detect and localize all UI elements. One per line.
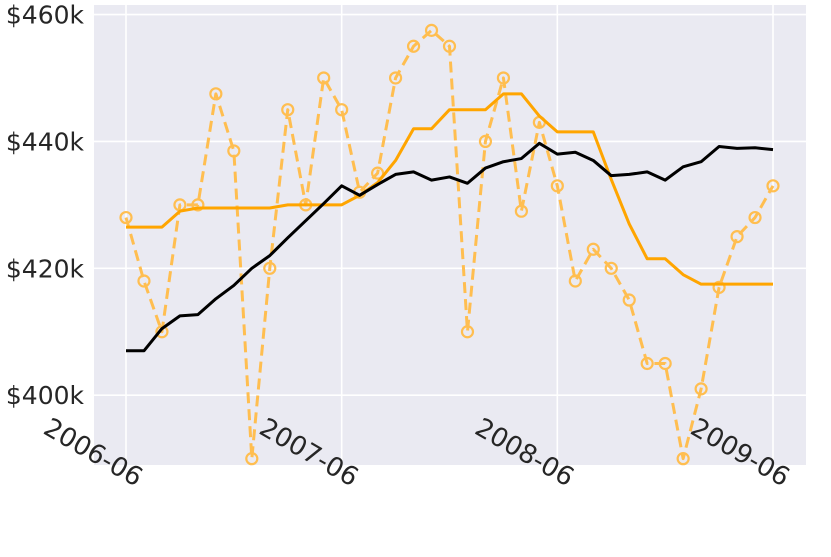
y-tick-label: $440k (6, 127, 85, 156)
data-point (676, 452, 690, 466)
data-point (460, 325, 475, 339)
data-point (137, 274, 151, 288)
grid (94, 5, 806, 465)
data-point (640, 356, 654, 371)
data-point (155, 325, 169, 339)
data-point (335, 103, 349, 117)
data-point (263, 261, 277, 275)
series-line (126, 141, 774, 353)
data-point (406, 39, 421, 53)
data-point (209, 87, 223, 101)
data-point (317, 71, 331, 85)
data-point (496, 71, 511, 85)
data-point (658, 356, 672, 371)
y-axis-ticks: $400k $420k $440k $460k (6, 1, 85, 411)
y-tick-label: $420k (6, 254, 85, 283)
y-tick-label: $460k (6, 1, 85, 30)
data-point (371, 166, 385, 180)
data-point (694, 382, 708, 396)
data-point (586, 242, 600, 256)
data-point (514, 204, 528, 218)
data-point (281, 103, 295, 117)
data-point (191, 198, 205, 212)
data-point (442, 39, 457, 53)
data-point (245, 452, 259, 466)
data-point (227, 144, 241, 158)
data-point (119, 210, 133, 225)
data-point (550, 179, 564, 193)
data-point (748, 210, 762, 225)
series-line (124, 28, 775, 461)
data-point (388, 71, 403, 85)
data-point (712, 280, 726, 294)
data-point (766, 179, 780, 193)
series-2 (126, 92, 773, 286)
series-line (126, 92, 773, 286)
data-point (568, 274, 582, 288)
data-point (478, 134, 493, 149)
series-layer (119, 23, 780, 466)
series-1 (119, 23, 780, 466)
series-3 (126, 141, 774, 353)
plot-area (94, 5, 806, 465)
data-point (730, 229, 744, 244)
data-point (604, 261, 618, 275)
data-point (424, 23, 439, 37)
data-point (622, 293, 636, 307)
y-tick-label: $400k (6, 381, 85, 410)
